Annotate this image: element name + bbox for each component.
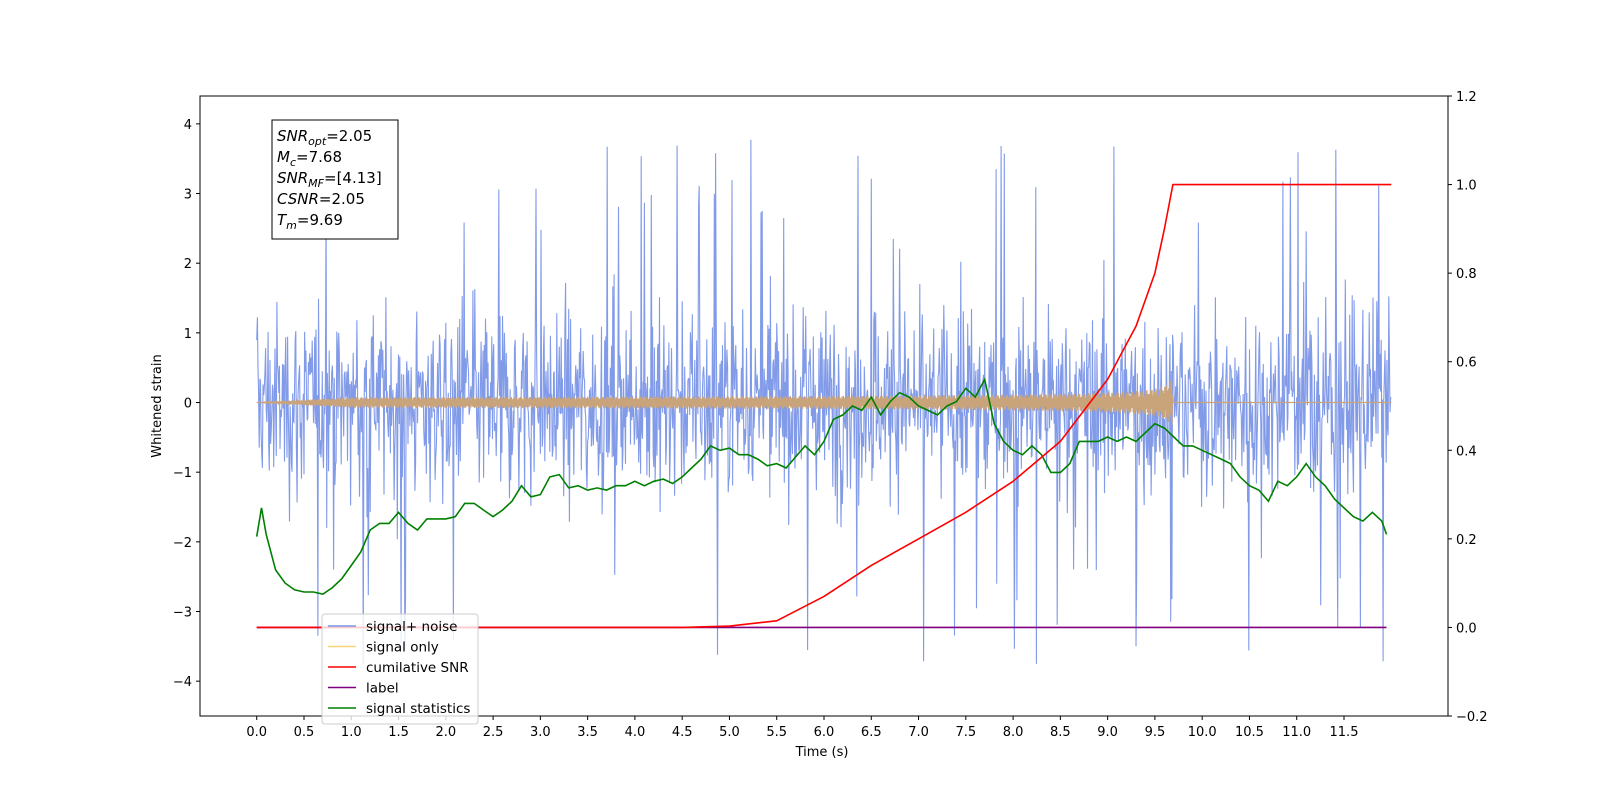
series-signal-statistics [255, 377, 1388, 596]
y-right-tick-label: 0.4 [1456, 444, 1477, 459]
annotation-line: SNRopt=2.05 [277, 127, 372, 148]
legend-entry: signal only [366, 640, 439, 656]
x-tick-label: 4.0 [625, 725, 646, 740]
legend-entry: signal statistics [366, 701, 470, 717]
y-axis-left: 4 3 2 1 0 −1 −2 −3 −4 [173, 118, 200, 690]
legend-frame [321, 613, 479, 725]
x-tick-label: 11.5 [1330, 725, 1359, 740]
legend-entry: label [366, 681, 399, 697]
y-tick-label: −1 [173, 466, 192, 481]
x-tick-label: 8.5 [1050, 725, 1071, 740]
x-tick-label: 9.0 [1097, 725, 1118, 740]
x-axis-label: Time (s) [795, 745, 849, 760]
x-axis: 0.0 0.5 1.0 1.5 2.0 2.5 3.0 3.5 4.0 4.5 5.0 5.5 6.0 6… [246, 716, 1358, 740]
x-tick-label: 7.5 [955, 725, 976, 740]
legend-entry: cumilative SNR [366, 660, 469, 676]
y-right-tick-label: 1.0 [1456, 179, 1477, 194]
y-tick-label: 1 [184, 327, 192, 342]
y-tick-label: 0 [184, 397, 192, 412]
y-tick-label: 2 [184, 257, 192, 272]
x-tick-label: 4.5 [672, 725, 693, 740]
annotation-line: SNRMF=[4.13] [277, 169, 382, 190]
y-right-tick-label: 1.2 [1456, 90, 1477, 105]
annotation-frame [271, 119, 399, 240]
x-tick-label: 7.0 [908, 725, 929, 740]
y-tick-label: −2 [173, 536, 192, 551]
y-right-tick-label: 0.0 [1456, 621, 1477, 636]
series-signal-only [256, 380, 1392, 425]
y-axis-right: 1.2 1.0 0.8 0.6 0.4 0.2 0.0 −0.2 [1448, 90, 1488, 725]
y-tick-label: 4 [184, 118, 192, 133]
x-tick-label: 1.0 [341, 725, 362, 740]
x-tick-label: 0.0 [246, 725, 267, 740]
x-tick-label: 8.0 [1003, 725, 1024, 740]
y-right-tick-label: 0.6 [1456, 356, 1477, 371]
x-tick-label: 1.5 [388, 725, 409, 740]
y-right-tick-label: −0.2 [1456, 710, 1488, 725]
x-tick-label: 5.5 [766, 725, 787, 740]
y-right-tick-label: 0.2 [1456, 533, 1477, 548]
annotation-line: Mc=7.68 [277, 148, 342, 169]
y-tick-label: −4 [173, 675, 192, 690]
x-tick-label: 9.5 [1145, 725, 1166, 740]
x-tick-label: 6.0 [814, 725, 835, 740]
x-tick-label: 2.5 [483, 725, 504, 740]
y-axis-label: Whitened strain [150, 354, 165, 457]
x-tick-label: 0.5 [294, 725, 315, 740]
legend-entry: signal+ noise [366, 619, 457, 635]
y-tick-label: −3 [173, 606, 192, 621]
x-tick-label: 3.5 [577, 725, 598, 740]
x-tick-label: 10.0 [1188, 725, 1217, 740]
x-tick-label: 3.0 [530, 725, 551, 740]
x-tick-label: 11.0 [1282, 725, 1311, 740]
x-tick-label: 2.0 [435, 725, 456, 740]
annotation-line: CSNR=2.05 [277, 190, 365, 208]
y-right-tick-label: 0.8 [1456, 267, 1477, 282]
x-tick-label: 10.5 [1235, 725, 1264, 740]
legend: signal+ noise signal only cumilative SNR la… [321, 613, 479, 725]
annotation-line: Tm=9.69 [277, 211, 343, 232]
y-tick-label: 3 [184, 188, 192, 203]
x-tick-label: 6.5 [861, 725, 882, 740]
x-tick-label: 5.0 [719, 725, 740, 740]
series-signal-noise [256, 139, 1392, 664]
series-cumulative-snr [256, 183, 1392, 629]
